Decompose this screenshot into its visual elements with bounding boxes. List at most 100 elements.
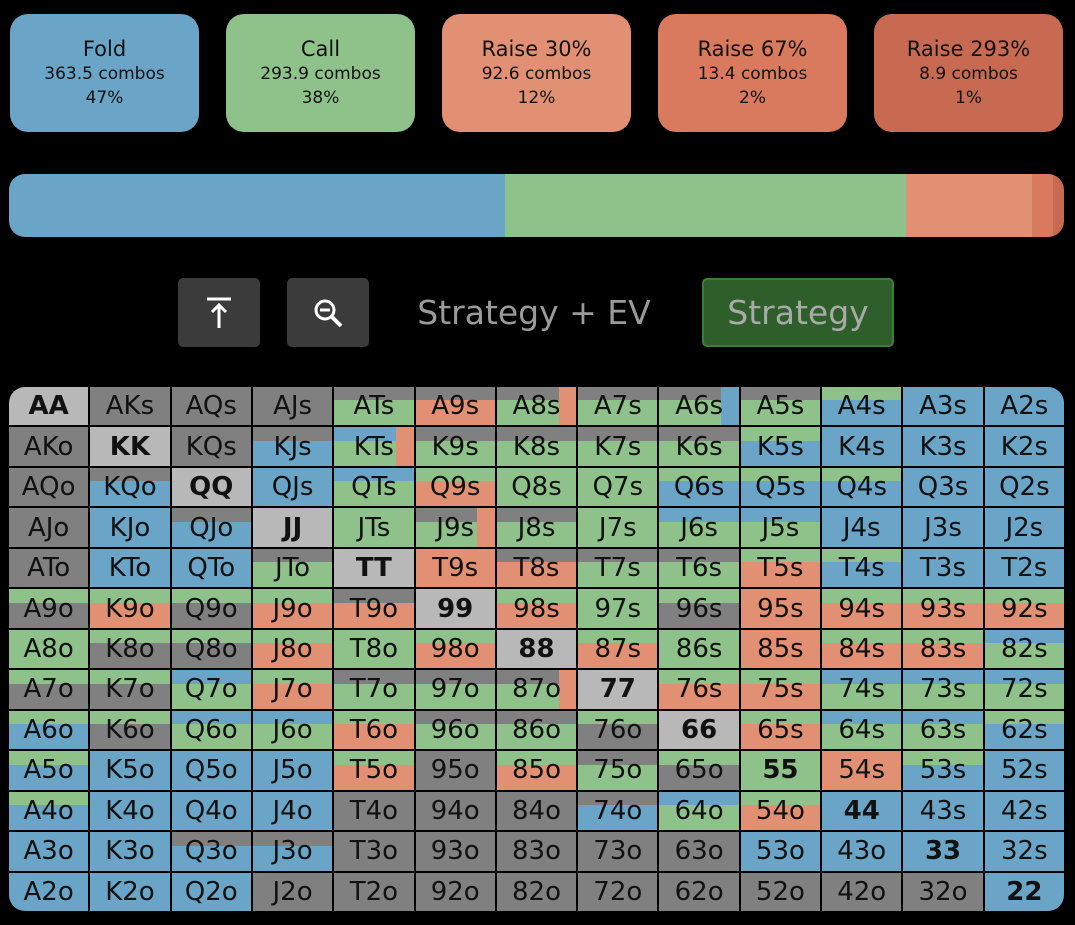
hand-cell[interactable]: T4o [334,791,414,831]
hand-cell[interactable]: 97s [578,589,658,628]
tab-strategy[interactable]: Strategy [702,278,894,347]
hand-cell[interactable]: J2o [252,872,333,911]
hand-cell[interactable]: T2o [334,872,414,911]
hand-cell[interactable]: 77 [578,670,658,709]
hand-cell[interactable]: Q4o [171,791,251,831]
hand-cell[interactable]: 55 [740,751,821,790]
hand-cell[interactable]: KJo [90,508,170,547]
hand-cell[interactable]: A5o [9,751,89,790]
hand-cell[interactable]: A7s [578,387,658,426]
hand-cell[interactable]: J8s [496,508,577,547]
hand-cell[interactable]: Q2s [984,467,1064,507]
hand-cell[interactable]: KK [90,427,170,466]
hand-cell[interactable]: ATs [334,387,414,426]
hand-cell[interactable]: J4o [252,791,333,831]
hand-cell[interactable]: JTs [334,508,414,547]
hand-cell[interactable]: KQs [171,427,251,466]
hand-cell[interactable]: T6o [334,710,414,750]
hand-cell[interactable]: AJs [252,387,333,426]
hand-cell[interactable]: A8s [496,387,577,426]
hand-cell[interactable]: J2s [984,508,1064,547]
hand-cell[interactable]: 93s [903,589,983,628]
hand-cell[interactable]: K5s [740,427,821,466]
hand-cell[interactable]: 63o [659,832,739,871]
hand-cell[interactable]: 43o [822,832,902,871]
hand-cell[interactable]: J7s [578,508,658,547]
hand-cell[interactable]: J9s [415,508,495,547]
hand-cell[interactable]: K2o [90,872,170,911]
hand-cell[interactable]: T3s [903,548,983,588]
action-card-raise-293[interactable]: Raise 293% 8.9 combos 1% [874,14,1063,132]
hand-cell[interactable]: AQs [171,387,251,426]
hand-cell[interactable]: 83o [496,832,577,871]
hand-cell[interactable]: J5s [740,508,821,547]
hand-cell[interactable]: K2s [984,427,1064,466]
hand-cell[interactable]: JJ [252,508,333,547]
hand-cell[interactable]: A8o [9,629,89,669]
hand-cell[interactable]: 94s [822,589,902,628]
hand-cell[interactable]: K7o [90,670,170,709]
hand-cell[interactable]: 63s [903,710,983,750]
action-card-raise-67[interactable]: Raise 67% 13.4 combos 2% [658,14,847,132]
hand-cell[interactable]: 93o [415,832,495,871]
hand-cell[interactable]: KJs [252,427,333,466]
hand-cell[interactable]: T7s [578,548,658,588]
hand-cell[interactable]: J7o [252,670,333,709]
hand-cell[interactable]: 98s [496,589,577,628]
hand-cell[interactable]: 92s [984,589,1064,628]
hand-cell[interactable]: 73o [578,832,658,871]
hand-cell[interactable]: 96s [659,589,739,628]
hand-cell[interactable]: T5s [740,548,821,588]
hand-cell[interactable]: T8s [496,548,577,588]
hand-cell[interactable]: QTo [171,548,251,588]
hand-cell[interactable]: 32s [984,832,1064,871]
hand-cell[interactable]: 76s [659,670,739,709]
hand-cell[interactable]: KQo [90,467,170,507]
hand-cell[interactable]: A7o [9,670,89,709]
hand-cell[interactable]: 85o [496,751,577,790]
hand-cell[interactable]: A5s [740,387,821,426]
hand-cell[interactable]: KTo [90,548,170,588]
hand-cell[interactable]: 85s [740,629,821,669]
hand-cell[interactable]: 99 [415,589,495,628]
hand-cell[interactable]: AA [9,387,89,426]
hand-cell[interactable]: K8s [496,427,577,466]
hand-cell[interactable]: K5o [90,751,170,790]
hand-cell[interactable]: 96o [415,710,495,750]
hand-cell[interactable]: T3o [334,832,414,871]
hand-cell[interactable]: A9s [415,387,495,426]
tab-strategy-ev[interactable]: Strategy + EV [417,293,651,332]
hand-cell[interactable]: J4s [822,508,902,547]
upload-button[interactable] [178,278,260,347]
hand-cell[interactable]: 82s [984,629,1064,669]
hand-cell[interactable]: Q7s [578,467,658,507]
hand-cell[interactable]: 66 [659,710,739,750]
hand-cell[interactable]: A2o [9,872,89,911]
hand-cell[interactable]: Q5o [171,751,251,790]
hand-cell[interactable]: A3s [903,387,983,426]
hand-cell[interactable]: 95s [740,589,821,628]
hand-cell[interactable]: 32o [903,872,983,911]
hand-cell[interactable]: 87s [578,629,658,669]
hand-cell[interactable]: TT [334,548,414,588]
hand-cell[interactable]: T9o [334,589,414,628]
hand-cell[interactable]: 87o [496,670,577,709]
hand-cell[interactable]: 73s [903,670,983,709]
zoom-out-button[interactable] [287,278,369,347]
hand-cell[interactable]: AKs [90,387,170,426]
hand-cell[interactable]: 83s [903,629,983,669]
hand-cell[interactable]: Q9s [415,467,495,507]
hand-cell[interactable]: 94o [415,791,495,831]
hand-cell[interactable]: 84o [496,791,577,831]
hand-cell[interactable]: 74s [822,670,902,709]
action-card-raise-30[interactable]: Raise 30% 92.6 combos 12% [442,14,631,132]
hand-cell[interactable]: 62o [659,872,739,911]
hand-cell[interactable]: A4o [9,791,89,831]
hand-cell[interactable]: T8o [334,629,414,669]
hand-cell[interactable]: ATo [9,548,89,588]
hand-cell[interactable]: 52o [740,872,821,911]
hand-cell[interactable]: A3o [9,832,89,871]
hand-cell[interactable]: T6s [659,548,739,588]
hand-cell[interactable]: K4o [90,791,170,831]
hand-cell[interactable]: J5o [252,751,333,790]
